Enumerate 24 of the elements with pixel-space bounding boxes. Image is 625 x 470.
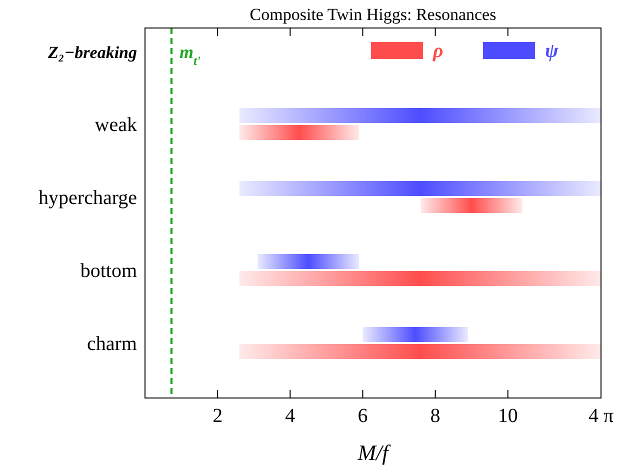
x-axis-title: M/f	[356, 440, 392, 465]
x-tick-label: 10	[498, 405, 518, 427]
x-tick-label: 8	[430, 405, 440, 427]
legend-label: ψ	[545, 40, 559, 62]
y-tick-label: weak	[94, 114, 137, 136]
chart-title: Composite Twin Higgs: Resonances	[250, 5, 496, 24]
y-tick-label: bottom	[80, 260, 138, 282]
ref-line-label: m$_{t'}$	[179, 42, 202, 68]
x-tick-label: 2	[212, 405, 223, 427]
bar	[239, 271, 602, 286]
y-tick-label: charm	[87, 333, 138, 355]
legend-label: ρ	[432, 40, 444, 62]
x-tick-label: 6	[358, 405, 368, 427]
bar	[239, 344, 602, 359]
y-tick-label: hypercharge	[38, 187, 138, 209]
bar	[239, 181, 602, 196]
bar	[420, 198, 522, 213]
x-tick-label: 4	[285, 405, 296, 427]
bar	[257, 254, 360, 269]
x-tick-label: 4 π	[588, 405, 614, 427]
bar	[362, 327, 468, 342]
bar	[239, 125, 360, 140]
bar	[239, 108, 602, 123]
text: Z₂−breaking	[47, 43, 138, 62]
